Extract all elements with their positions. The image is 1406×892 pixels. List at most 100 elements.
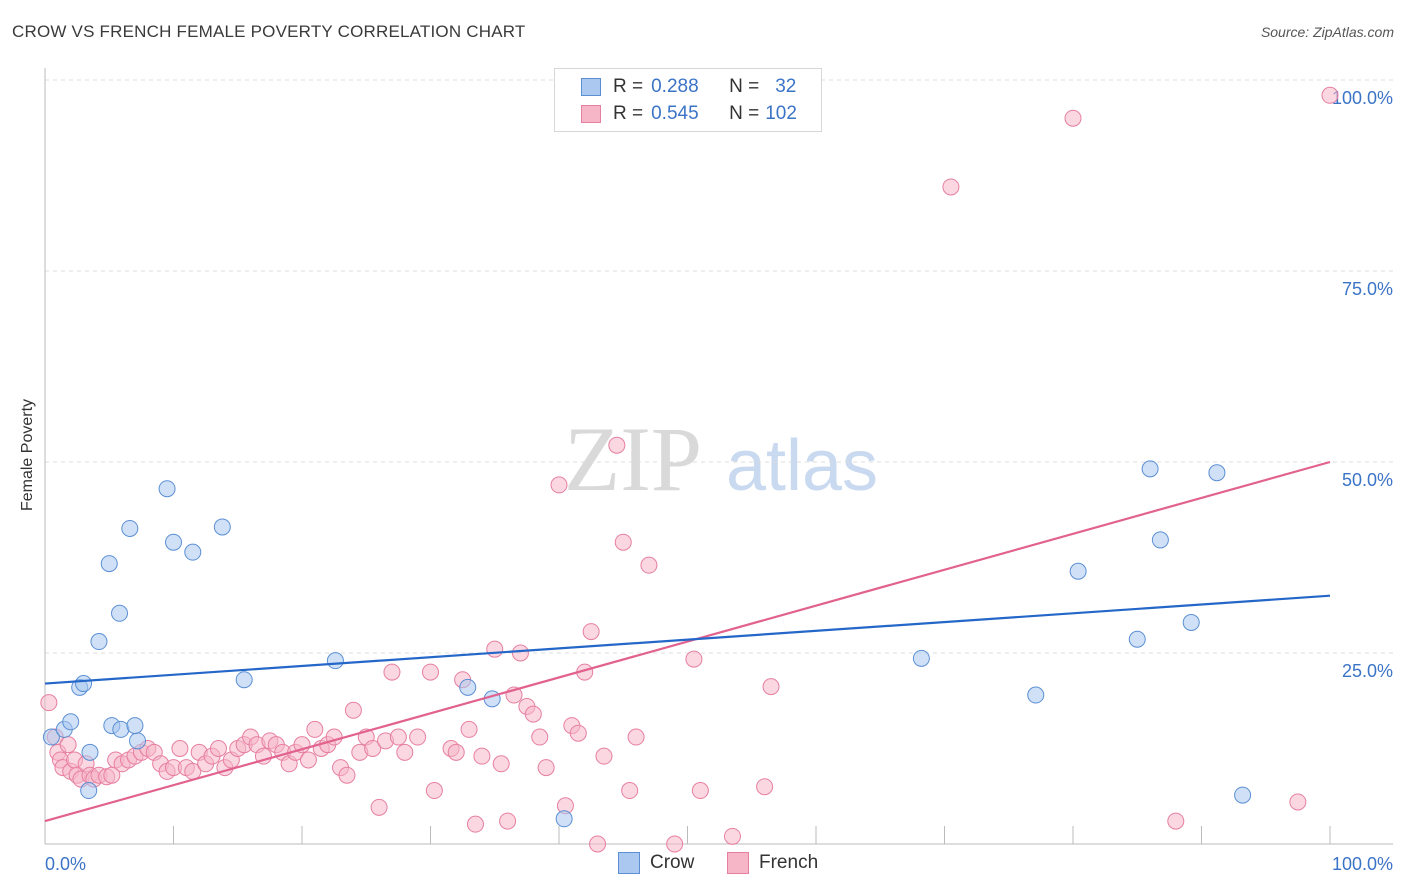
crow-point bbox=[126, 717, 144, 735]
crow-point bbox=[1128, 630, 1146, 648]
crow-point bbox=[459, 678, 477, 696]
french-point bbox=[370, 798, 388, 816]
crow-point bbox=[184, 543, 202, 561]
crow-n-label: N = bbox=[729, 76, 760, 97]
crow-r-value: 0.288 bbox=[651, 76, 699, 97]
bottom-crow-label: Crow bbox=[650, 852, 695, 873]
french-point bbox=[460, 720, 478, 738]
french-point bbox=[640, 556, 658, 574]
french-point bbox=[627, 728, 645, 746]
french-point bbox=[531, 728, 549, 746]
french-point bbox=[756, 778, 774, 796]
french-point bbox=[762, 678, 780, 696]
french-point bbox=[666, 835, 684, 853]
crow-point bbox=[235, 671, 253, 689]
bottom-french-swatch bbox=[727, 852, 749, 874]
crow-point bbox=[81, 743, 99, 761]
french-point bbox=[1167, 812, 1185, 830]
french-point bbox=[40, 694, 58, 712]
french-n-label: N = bbox=[729, 103, 760, 124]
source-label: Source: ZipAtlas.com bbox=[1260, 24, 1394, 40]
crow-point bbox=[129, 732, 147, 750]
french-point bbox=[425, 782, 443, 800]
crow-point bbox=[912, 649, 930, 667]
french-point bbox=[171, 740, 189, 757]
french-point bbox=[306, 720, 324, 738]
crow-point bbox=[213, 518, 231, 536]
crow-point bbox=[1151, 531, 1169, 549]
french-point bbox=[338, 766, 356, 784]
french-point bbox=[344, 701, 362, 719]
french-point bbox=[1321, 86, 1339, 104]
crow-point bbox=[158, 480, 176, 498]
french-point bbox=[299, 751, 317, 769]
french-point bbox=[589, 835, 607, 853]
y-tick-label: 100.0% bbox=[1332, 88, 1393, 108]
y-tick-label: 50.0% bbox=[1342, 470, 1393, 490]
french-n-value: 102 bbox=[765, 103, 797, 124]
french-point bbox=[447, 743, 465, 761]
x-tick-label-max: 100.0% bbox=[1332, 854, 1393, 874]
crow-point bbox=[121, 519, 139, 537]
crow-point bbox=[100, 555, 118, 573]
french-point bbox=[422, 663, 439, 681]
french-point bbox=[942, 178, 960, 196]
french-point bbox=[383, 663, 401, 681]
french-point bbox=[364, 740, 382, 757]
french-point bbox=[614, 533, 632, 551]
french-point bbox=[59, 736, 77, 754]
watermark-zip: ZIP bbox=[564, 408, 702, 510]
french-point bbox=[582, 623, 600, 641]
crow-point bbox=[80, 782, 98, 800]
crow-n-value: 32 bbox=[775, 76, 797, 97]
crow-point bbox=[111, 604, 129, 622]
french-r-label: R = bbox=[613, 103, 644, 124]
legend-row-french: R = 0.545 N = 102 bbox=[581, 102, 797, 126]
french-point bbox=[409, 728, 427, 746]
crow-point bbox=[326, 652, 344, 670]
crow-point bbox=[1234, 786, 1252, 804]
french-point bbox=[473, 747, 491, 765]
french-r-value: 0.545 bbox=[651, 103, 699, 124]
crow-r-label: R = bbox=[613, 76, 644, 97]
french-point bbox=[608, 436, 626, 454]
french-point bbox=[595, 747, 613, 765]
french-point bbox=[396, 743, 414, 761]
crow-point bbox=[1069, 562, 1087, 580]
crow-point bbox=[165, 533, 182, 551]
french-trend-line bbox=[44, 460, 1331, 823]
crow-point bbox=[1141, 460, 1159, 478]
bottom-crow-swatch bbox=[618, 852, 640, 874]
crow-point bbox=[1027, 686, 1045, 704]
y-tick-label: 75.0% bbox=[1342, 279, 1393, 299]
french-point bbox=[691, 782, 709, 800]
french-point bbox=[511, 644, 529, 662]
bottom-legend-crow: Crow bbox=[618, 851, 694, 875]
crow-point bbox=[90, 633, 108, 651]
french-point bbox=[1289, 793, 1307, 811]
french-point bbox=[209, 740, 227, 757]
bottom-legend-french: French bbox=[727, 851, 818, 875]
chart-title: CROW VS FRENCH FEMALE POVERTY CORRELATIO… bbox=[12, 22, 526, 41]
crow-point bbox=[62, 713, 80, 731]
french-point bbox=[466, 815, 484, 833]
french-swatch bbox=[581, 105, 601, 123]
french-point bbox=[723, 827, 741, 845]
french-point bbox=[499, 812, 517, 830]
french-point bbox=[569, 724, 587, 742]
crow-swatch bbox=[581, 78, 601, 96]
crow-point bbox=[483, 690, 501, 708]
crow-point bbox=[42, 728, 60, 746]
french-point bbox=[389, 728, 407, 746]
legend-row-crow: R = 0.288 N = 32 bbox=[581, 75, 796, 99]
crow-trend-line bbox=[44, 594, 1331, 685]
crow-point bbox=[555, 810, 573, 828]
watermark-atlas: atlas bbox=[726, 426, 878, 506]
correlation-legend: R = 0.288 N = 32 R = 0.545 N = 102 bbox=[554, 68, 822, 132]
y-tick-label: 25.0% bbox=[1342, 661, 1393, 681]
french-point bbox=[537, 759, 555, 777]
french-point bbox=[550, 476, 568, 494]
crow-point bbox=[1182, 613, 1200, 631]
crow-point bbox=[75, 675, 93, 693]
